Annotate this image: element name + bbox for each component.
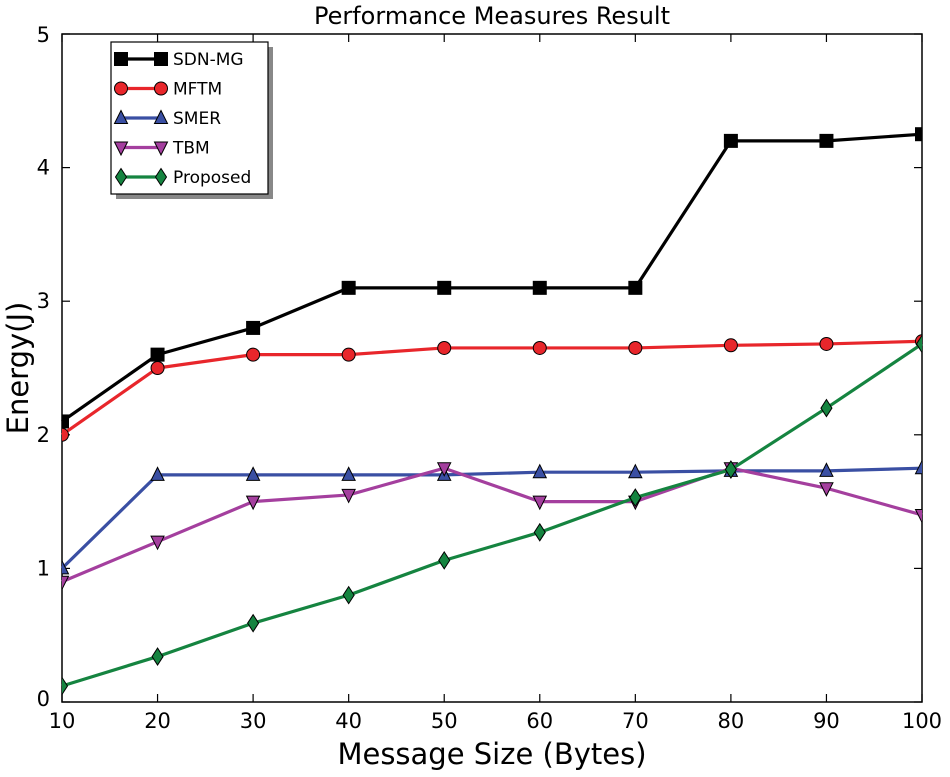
data-point-proposed xyxy=(724,460,737,479)
legend-item-sdn-mg: SDN-MG xyxy=(114,50,244,70)
series-line-proposed xyxy=(61,342,923,688)
legend-item-tbm: TBM xyxy=(113,139,210,159)
data-point-smer xyxy=(150,466,165,481)
data-point-mftm xyxy=(532,340,547,355)
legend-label: Proposed xyxy=(173,168,251,188)
data-point-tbm xyxy=(62,575,70,591)
data-point-sdn-mg xyxy=(62,414,69,429)
data-point-smer xyxy=(819,462,834,477)
legend-label: SMER xyxy=(173,109,221,129)
data-point-mftm xyxy=(62,427,69,442)
data-point-proposed xyxy=(62,676,69,696)
legend-marker xyxy=(114,52,128,66)
series-line-mftm xyxy=(61,339,923,437)
data-point-sdn-mg xyxy=(246,320,261,335)
data-point-mftm xyxy=(150,361,165,375)
x-tick-label: 100 xyxy=(902,709,942,733)
legend-label: TBM xyxy=(172,139,210,159)
data-point-proposed xyxy=(247,613,260,633)
data-point-tbm xyxy=(436,462,452,477)
data-point-proposed xyxy=(342,585,355,605)
data-point-sdn-mg xyxy=(723,133,738,148)
data-point-proposed xyxy=(915,334,922,354)
y-tick-label: 4 xyxy=(37,156,50,180)
x-axis-label: Message Size (Bytes) xyxy=(337,737,646,771)
x-tick-label: 60 xyxy=(526,709,553,733)
series-line-tbm xyxy=(61,466,923,584)
x-tick-label: 10 xyxy=(49,709,76,733)
x-tick-label: 90 xyxy=(813,709,840,733)
x-tick-label: 50 xyxy=(431,709,458,733)
data-point-sdn-mg xyxy=(532,280,547,295)
series-markers-sdn-mg xyxy=(62,127,922,429)
legend-marker xyxy=(154,52,168,66)
data-point-smer xyxy=(914,459,922,475)
legend-marker xyxy=(113,109,129,124)
data-point-mftm xyxy=(246,347,261,362)
legend-marker xyxy=(114,167,128,187)
x-tick-label: 70 xyxy=(622,709,649,733)
x-tick-label: 40 xyxy=(335,709,362,733)
series-proposed xyxy=(61,334,923,696)
series-markers-proposed xyxy=(62,334,922,696)
series-line-smer xyxy=(60,466,923,570)
legend-marker xyxy=(154,167,168,187)
y-tick-label: 3 xyxy=(37,289,50,313)
legend-marker xyxy=(153,109,169,124)
series-mftm xyxy=(61,334,923,442)
legend-marker xyxy=(113,141,129,157)
series-markers-mftm xyxy=(62,334,922,442)
data-point-tbm xyxy=(914,508,922,524)
data-point-mftm xyxy=(819,336,834,351)
data-point-proposed xyxy=(438,550,451,570)
y-axis-label: Energy(J) xyxy=(1,302,35,435)
data-point-proposed xyxy=(820,398,833,418)
data-point-proposed xyxy=(533,522,546,542)
series-sdn-mg xyxy=(61,127,923,429)
series-layer xyxy=(60,127,923,696)
data-point-smer xyxy=(628,463,643,479)
data-point-smer xyxy=(532,463,548,479)
y-tick-label: 1 xyxy=(37,556,50,580)
legend-label: SDN-MG xyxy=(173,50,244,70)
data-point-proposed xyxy=(629,488,642,508)
legend-item-smer: SMER xyxy=(113,109,221,129)
legend-item-mftm: MFTM xyxy=(114,80,222,100)
x-tick-label: 20 xyxy=(144,709,171,733)
chart-title: Performance Measures Result xyxy=(314,2,670,30)
legend-label: MFTM xyxy=(173,80,222,100)
data-point-mftm xyxy=(341,347,356,362)
legend-marker xyxy=(154,81,168,96)
data-point-smer xyxy=(341,466,356,481)
y-tick-label: 2 xyxy=(37,423,50,447)
series-line-sdn-mg xyxy=(61,132,923,423)
data-point-mftm xyxy=(723,338,738,353)
data-point-sdn-mg xyxy=(341,280,356,295)
data-point-smer xyxy=(245,466,261,481)
axis-ticks: 10 20 30 40 50 60 70 80 90 100 0 1 2 3 4 5 xyxy=(37,23,942,733)
data-point-sdn-mg xyxy=(150,347,165,362)
legend-marker xyxy=(153,141,169,157)
data-point-tbm xyxy=(341,488,356,504)
data-point-tbm xyxy=(245,495,261,511)
data-point-sdn-mg xyxy=(915,127,922,142)
data-point-mftm xyxy=(437,340,452,355)
data-point-sdn-mg xyxy=(628,280,643,295)
data-point-tbm xyxy=(150,535,165,551)
data-point-mftm xyxy=(628,340,643,355)
data-point-sdn-mg xyxy=(437,280,452,295)
legend-item-proposed: Proposed xyxy=(114,167,251,188)
legend-marker xyxy=(114,81,128,96)
data-point-smer xyxy=(62,559,70,575)
y-tick-label: 0 xyxy=(37,687,50,711)
x-tick-label: 80 xyxy=(718,709,745,733)
x-tick-label: 30 xyxy=(240,709,267,733)
legend: SDN-MG MFTM SMER TBM Proposed xyxy=(110,41,273,199)
data-point-sdn-mg xyxy=(819,133,834,148)
data-point-proposed xyxy=(151,647,164,666)
data-point-tbm xyxy=(532,495,548,511)
y-tick-label: 5 xyxy=(37,23,50,47)
data-point-tbm xyxy=(819,482,834,497)
